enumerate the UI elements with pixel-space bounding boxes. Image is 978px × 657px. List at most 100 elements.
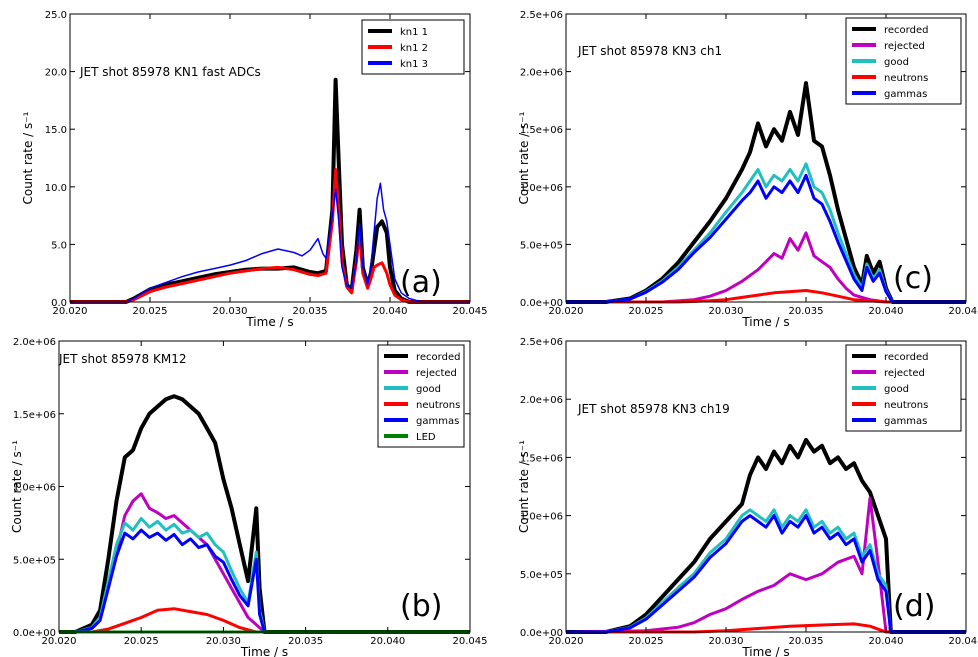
panel-b-title: JET shot 85978 KM12: [58, 352, 186, 366]
x-tick-label-c-1: 20.025: [629, 306, 664, 317]
y-tick-label-d-2: 1.0e+06: [520, 512, 563, 523]
y-axis-label-c: Count rate / s⁻¹: [517, 111, 531, 204]
y-axis-label-a: Count rate / s⁻¹: [21, 111, 35, 204]
x-tick-label-b-4: 20.040: [370, 636, 405, 647]
x-axis-label-a: Time / s: [245, 315, 293, 329]
legend-label-c-2: good: [884, 57, 909, 68]
panel-c: 20.020 20.025 20.030 20.035 20.040 20.045 0.0e…: [517, 10, 978, 329]
panel-a: 20.020 20.025 20.030 20.035 20.040 20.045 0.0 5…: [21, 10, 488, 329]
panel-b-letter: (b): [400, 589, 442, 624]
legend-label-a-2: kn1 3: [400, 59, 428, 70]
x-tick-label-d-3: 20.035: [789, 636, 824, 647]
y-tick-label-c-3: 1.5e+06: [520, 125, 563, 136]
legend-label-b-1: rejected: [416, 368, 457, 379]
y-tick-label-b-3: 1.5e+06: [13, 410, 56, 421]
x-tick-label-b-5: 20.045: [453, 636, 488, 647]
x-tick-label-b-2: 20.030: [206, 636, 241, 647]
series-line-d-1: [565, 496, 966, 634]
y-tick-label-d-1: 5.0e+05: [520, 570, 563, 581]
x-tick-label-c-0: 20.020: [549, 306, 584, 317]
plot-frame-d: [565, 340, 967, 633]
y-tick-label-a-5: 25.0: [45, 10, 67, 21]
plot-frame-c: [565, 13, 967, 303]
y-tick-label-c-4: 2.0e+06: [520, 68, 563, 79]
plot-frame-a: [69, 13, 471, 303]
y-tick-label-b-4: 2.0e+06: [13, 337, 56, 348]
y-tick-label-d-3: 1.5e+06: [520, 453, 563, 464]
x-tick-label-b-3: 20.035: [288, 636, 323, 647]
panel-c-letter: (c): [893, 261, 933, 296]
y-tick-label-b-2: 1.0e+06: [13, 483, 56, 494]
y-tick-label-c-0: 0.0e+00: [520, 298, 563, 309]
legend-label-d-2: good: [884, 384, 909, 395]
legend-label-b-0: recorded: [416, 352, 460, 363]
x-tick-label-d-4: 20.040: [869, 636, 904, 647]
legend-label-c-0: recorded: [884, 25, 928, 36]
series-line-a-1: [70, 168, 470, 304]
series-line-d-0: [566, 437, 966, 634]
y-tick-label-d-4: 2.0e+06: [520, 395, 563, 406]
x-tick-label-d-5: 20.045: [949, 636, 978, 647]
series-line-b-4: [59, 528, 470, 634]
x-tick-label-a-5: 20.045: [453, 306, 488, 317]
y-tick-label-a-1: 5.0: [51, 240, 67, 251]
panel-a-letter: (a): [400, 265, 442, 300]
plot-area-c: 20.020 20.025 20.030 20.035 20.040 20.045 0.0e…: [517, 10, 978, 329]
x-tick-label-a-3: 20.035: [293, 306, 328, 317]
legend-label-c-1: rejected: [884, 41, 925, 52]
x-tick-label-a-4: 20.040: [373, 306, 408, 317]
legend-label-b-3: neutrons: [416, 400, 460, 411]
legend-label-b-4: gammas: [416, 416, 459, 427]
y-tick-label-b-1: 5.0e+05: [13, 555, 56, 566]
legend-a: kn1 1 kn1 2 kn1 3: [361, 19, 465, 75]
x-tick-label-d-2: 20.030: [709, 636, 744, 647]
y-tick-label-d-5: 2.5e+06: [520, 337, 563, 348]
y-axis-label-d: Count rate / s⁻¹: [517, 440, 531, 533]
x-axis-label-c: Time / s: [741, 315, 789, 329]
y-tick-label-a-2: 10.0: [45, 183, 67, 194]
panel-a-title: JET shot 85978 KN1 fast ADCs: [79, 65, 261, 79]
legend-label-a-1: kn1 2: [400, 43, 428, 54]
y-tick-label-a-0: 0.0: [51, 298, 67, 309]
y-axis-label-b: Count rate / s⁻¹: [10, 440, 24, 533]
series-line-c-1: [566, 231, 966, 304]
series-line-b-0: [59, 394, 470, 634]
panel-d-letter: (d): [893, 589, 935, 624]
x-axis-label-b: Time / s: [240, 645, 288, 657]
panel-d: 20.020 20.025 20.030 20.035 20.040 20.045 0.0e…: [517, 337, 978, 657]
y-tick-label-a-3: 15.0: [45, 125, 67, 136]
legend-box-b: [377, 344, 465, 448]
series-line-b-3: [59, 607, 470, 634]
x-tick-label-b-0: 20.020: [42, 636, 77, 647]
series-line-d-3: [566, 622, 966, 634]
plot-area-b: 20.020 20.025 20.030 20.035 20.040 20.045 0.0e…: [10, 337, 488, 657]
series-line-d-2: [566, 508, 966, 634]
x-tick-label-c-3: 20.035: [789, 306, 824, 317]
plot-area-d: 20.020 20.025 20.030 20.035 20.040 20.045 0.0e…: [517, 337, 978, 657]
panel-d-title: JET shot 85978 KN3 ch19: [577, 402, 730, 416]
legend-label-d-3: neutrons: [884, 400, 928, 411]
legend-label-c-3: neutrons: [884, 73, 928, 84]
legend-c: recorded rejected good neutrons gammas: [845, 17, 962, 105]
series-line-c-4: [566, 173, 966, 304]
series-line-d-4: [566, 514, 966, 634]
x-tick-label-c-2: 20.030: [709, 306, 744, 317]
legend-label-d-0: recorded: [884, 352, 928, 363]
x-tick-label-a-0: 20.020: [53, 306, 88, 317]
legend-label-a-0: kn1 1: [400, 27, 428, 38]
legend-label-d-1: rejected: [884, 368, 925, 379]
x-tick-label-c-4: 20.040: [869, 306, 904, 317]
y-tick-label-c-2: 1.0e+06: [520, 183, 563, 194]
legend-label-d-4: gammas: [884, 416, 927, 427]
legend-label-b-5: LED: [416, 432, 436, 443]
x-tick-label-a-2: 20.030: [213, 306, 248, 317]
legend-b: recorded rejected good neutrons gammas LED: [377, 344, 465, 448]
series-line-a-2: [70, 182, 470, 303]
y-tick-label-a-4: 20.0: [45, 68, 67, 79]
x-tick-label-c-5: 20.045: [949, 306, 978, 317]
legend-label-c-4: gammas: [884, 89, 927, 100]
legend-d: recorded rejected good neutrons gammas: [845, 344, 962, 432]
x-tick-label-b-1: 20.025: [124, 636, 159, 647]
plot-area-a: 20.020 20.025 20.030 20.035 20.040 20.045 0.0 5…: [21, 10, 488, 329]
